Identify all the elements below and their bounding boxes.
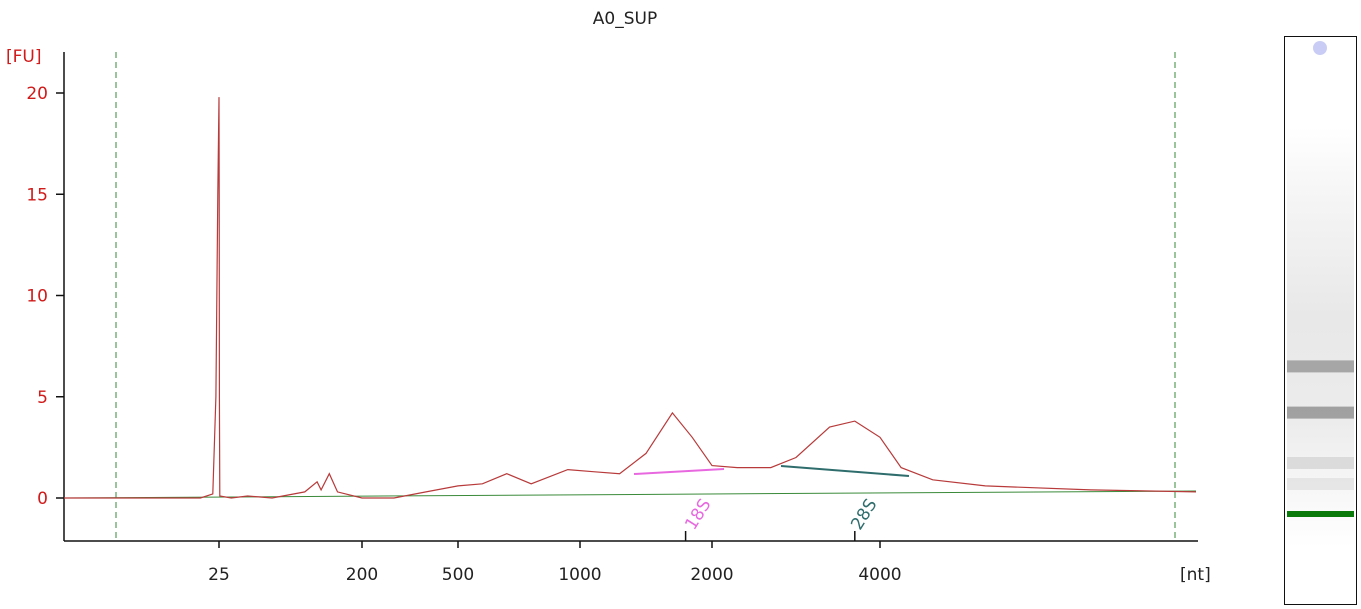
x-axis-label: [nt] — [1180, 565, 1211, 585]
gel-smear — [1287, 127, 1354, 547]
marker-28S-label: 28S — [847, 496, 881, 534]
y-tick-label: 0 — [37, 489, 48, 509]
y-tick-label: 15 — [26, 185, 48, 205]
y-tick-label: 5 — [37, 388, 48, 408]
gel-bands — [1287, 360, 1354, 490]
marker-18S-baseline — [633, 468, 725, 475]
gel-marker-band — [1287, 511, 1354, 517]
x-tick-label: 200 — [346, 565, 378, 585]
gel-loading-dot — [1313, 41, 1327, 55]
gel-band — [1287, 406, 1354, 419]
x-tick-label: 1000 — [558, 565, 601, 585]
gel-lane-image — [1287, 41, 1354, 547]
gel-band — [1287, 457, 1354, 469]
marker-28S-baseline — [780, 465, 910, 477]
y-tick-label: 20 — [26, 84, 48, 104]
trace-line — [64, 97, 1197, 499]
y-axis-label: [FU] — [6, 47, 42, 67]
baseline-line — [63, 490, 1197, 499]
x-tick-label: 25 — [208, 565, 230, 585]
y-ticks: 0 5 10 15 20 — [26, 84, 64, 509]
gel-lane — [1284, 36, 1357, 605]
x-ticks: 25 200 500 1000 2000 4000 — [208, 531, 902, 585]
x-tick-label: 2000 — [690, 565, 733, 585]
gel-band — [1287, 360, 1354, 373]
gel-band — [1287, 478, 1354, 490]
electropherogram-chart: A0_SUP [FU] [nt] 18S 28S 0 5 10 15 20 25 200 5… — [6, 9, 1211, 585]
x-tick-label: 4000 — [858, 565, 901, 585]
x-tick-label: 500 — [442, 565, 474, 585]
y-tick-label: 10 — [26, 287, 48, 307]
marker-18S-label: 18S — [681, 496, 715, 534]
chart-title: A0_SUP — [593, 9, 657, 29]
